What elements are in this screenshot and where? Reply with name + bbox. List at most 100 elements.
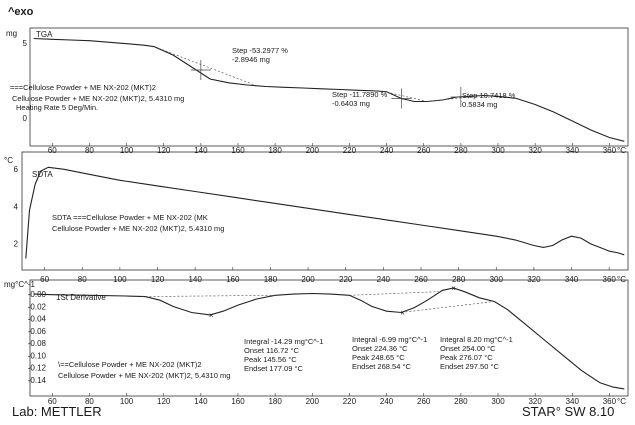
tga-unit-label: mg — [6, 29, 17, 38]
tga-x-tick-label: 80 — [85, 146, 94, 155]
derivative-x-tick-label: 320 — [528, 397, 542, 406]
sdta-sample-label: SDTA ===Cellulose Powder + ME NX-202 (MK — [52, 213, 208, 222]
tga-curve-label: TGA — [36, 30, 53, 39]
lab-label: Lab: METTLER — [12, 404, 102, 419]
tga-x-tick-label: 200 — [306, 146, 320, 155]
derivative-x-tick-label: 360 — [603, 397, 617, 406]
sdta-x-tick-label: 320 — [527, 275, 541, 284]
tga-annotation-text: -2.8946 mg — [232, 55, 270, 64]
derivative-y-tick-label: -0.10 — [28, 351, 47, 360]
tga-x-tick-label: 240 — [380, 146, 394, 155]
tga-panel — [29, 27, 629, 147]
derivative-curve-label: 1St Derivative — [56, 293, 106, 302]
tga-annotation-text: Step 10.7418 % — [462, 91, 516, 100]
software-label: STAR° SW 8.10 — [522, 404, 615, 419]
tga-annotation-text: Step -53.2977 % — [232, 46, 288, 55]
tga-y-tick-label: 5 — [23, 39, 28, 48]
sdta-sample-label: Cellulose Powder + ME NX-202 (MKT)2, 5.4… — [52, 224, 224, 233]
tga-x-tick-label: 100 — [120, 146, 134, 155]
derivative-x-tick-label: 160 — [231, 397, 245, 406]
derivative-annotation-text: Endset 297.50 °C — [440, 362, 499, 371]
derivative-x-tick-label: 220 — [343, 397, 357, 406]
tga-x-tick-label: 280 — [454, 146, 468, 155]
sdta-x-tick-label: 80 — [78, 275, 87, 284]
sdta-x-tick-label: 300 — [490, 275, 504, 284]
tga-annotation-text: -0.6403 mg — [332, 99, 370, 108]
derivative-x-tick-label: 100 — [120, 397, 134, 406]
sdta-x-tick-label: 260 — [414, 275, 428, 284]
derivative-annotation-text: Onset 116.72 °C — [244, 346, 300, 355]
tga-x-tick-label: 360 — [603, 146, 617, 155]
tga-x-unit-label: °C — [617, 146, 626, 155]
sdta-x-tick-label: 200 — [301, 275, 315, 284]
derivative-unit-label: mg°C^-1 — [4, 280, 36, 289]
derivative-annotation-text: Endset 177.09 °C — [244, 364, 303, 373]
derivative-baseline — [141, 295, 276, 297]
derivative-x-tick-label: 80 — [85, 397, 94, 406]
sdta-x-tick-label: 160 — [226, 275, 240, 284]
derivative-annotation-text: Peak 145.56 °C — [244, 355, 297, 364]
sdta-unit-label: °C — [4, 156, 13, 165]
sdta-curve-label: SDTA — [32, 170, 53, 179]
sdta-x-tick-label: 100 — [113, 275, 127, 284]
sdta-x-tick-label: 60 — [40, 275, 49, 284]
tga-sample-label: Cellulose Powder + ME NX-202 (MKT)2, 5.4… — [12, 94, 184, 103]
tga-y-tick-label: 0 — [23, 114, 28, 123]
tga-x-tick-label: 60 — [48, 146, 57, 155]
derivative-x-tick-label: 280 — [454, 397, 468, 406]
derivative-sample-label: Cellulose Powder + ME NX-202 (MKT)2, 5.4… — [58, 371, 230, 380]
derivative-annotation-text: Integral 8.20 mg°C^-1 — [440, 335, 513, 344]
derivative-x-tick-label: 260 — [417, 397, 431, 406]
derivative-y-tick-label: -0.12 — [28, 364, 47, 373]
tga-x-tick-label: 340 — [566, 146, 580, 155]
derivative-x-tick-label: 140 — [194, 397, 208, 406]
tga-x-tick-label: 260 — [417, 146, 431, 155]
tga-x-tick-label: 180 — [268, 146, 282, 155]
sdta-x-tick-label: 240 — [377, 275, 391, 284]
derivative-annotation-text: Onset 224.36 °C — [352, 344, 408, 353]
tga-annotation-text: 0.5834 mg — [462, 100, 497, 109]
derivative-y-tick-label: -0.08 — [28, 339, 47, 348]
sdta-x-tick-label: 280 — [452, 275, 466, 284]
tga-annotation-text: Step -11.7890 % — [332, 90, 388, 99]
sdta-y-tick-label: 4 — [14, 202, 19, 211]
sdta-y-tick-label: 2 — [14, 240, 19, 249]
tga-x-tick-label: 120 — [157, 146, 171, 155]
exo-direction-label: ^exo — [8, 6, 34, 18]
sdta-x-tick-label: 220 — [339, 275, 353, 284]
tga-sample-label: ===Cellulose Powder + ME NX-202 (MKT)2 — [10, 83, 156, 92]
tga-series-line — [33, 37, 625, 142]
derivative-y-tick-label: -0.06 — [28, 327, 47, 336]
sdta-x-tick-label: 360 — [603, 275, 617, 284]
derivative-x-tick-label: 300 — [491, 397, 505, 406]
derivative-y-tick-label: -0.02 — [28, 302, 47, 311]
derivative-peak-marker: × — [209, 311, 214, 320]
sdta-x-tick-label: 140 — [188, 275, 202, 284]
derivative-peak-marker: × — [451, 284, 456, 293]
tga-step-line — [427, 95, 484, 102]
derivative-panel — [29, 279, 629, 397]
derivative-x-tick-label: 240 — [380, 397, 394, 406]
tga-sample-label: Heating Rate 5 Deg/Min. — [16, 103, 98, 112]
derivative-annotation-text: Peak 276.07 °C — [440, 353, 493, 362]
derivative-series-line — [33, 287, 625, 390]
tga-x-tick-label: 320 — [528, 146, 542, 155]
derivative-x-tick-label: 60 — [48, 397, 57, 406]
derivative-annotation-text: Integral -14.29 mg°C^-1 — [244, 337, 323, 346]
sdta-x-unit-label: °C — [617, 275, 626, 284]
tga-x-tick-label: 140 — [194, 146, 208, 155]
sdta-x-tick-label: 340 — [565, 275, 579, 284]
sdta-y-tick-label: 6 — [14, 165, 19, 174]
tga-x-tick-label: 160 — [231, 146, 245, 155]
derivative-y-tick-label: -0.04 — [28, 315, 47, 324]
derivative-annotation-text: Onset 254.00 °C — [440, 344, 496, 353]
derivative-y-tick-label: -0.14 — [28, 376, 47, 385]
derivative-annotation-text: Integral -6.99 mg°C^-1 — [352, 335, 427, 344]
derivative-x-tick-label: 340 — [566, 397, 580, 406]
derivative-x-tick-label: 200 — [306, 397, 320, 406]
derivative-peak-marker: × — [400, 308, 405, 317]
tga-x-tick-label: 220 — [343, 146, 357, 155]
derivative-baseline — [349, 291, 439, 296]
sdta-x-tick-label: 120 — [151, 275, 165, 284]
derivative-annotation-text: Peak 248.65 °C — [352, 353, 405, 362]
